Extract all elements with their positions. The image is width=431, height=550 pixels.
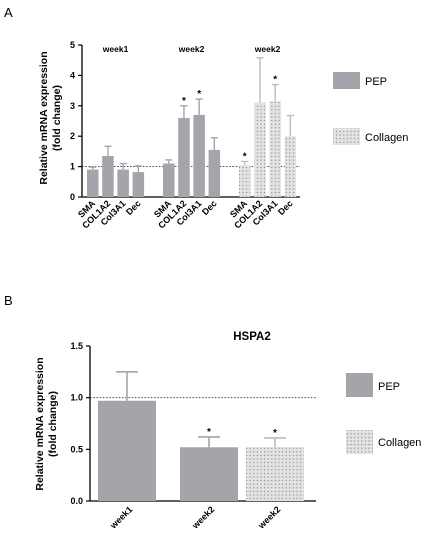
panel-a-bar (208, 149, 221, 197)
panel-b-ylabel-line1: Relative mRNA expression (34, 357, 46, 490)
panel-a-significance-star: * (182, 96, 186, 107)
panel-a-significance-star: * (197, 89, 201, 100)
panel-a-group-label: week2 (178, 44, 205, 54)
panel-a-y-tick-label: 2 (70, 131, 75, 141)
panel-b-title: HSPA2 (233, 331, 271, 343)
panel-a-bar (239, 165, 251, 197)
panel-b-significance-star: * (273, 428, 277, 439)
panel-a-category-label: Dec (124, 198, 143, 217)
panel-a-bar (178, 117, 190, 197)
panel-a-category-label: Dec (276, 198, 295, 217)
panel-b-marks: * * (98, 371, 304, 501)
panel-a-bar (87, 169, 99, 197)
panel-b-y-tick-label: 0.5 (70, 444, 83, 454)
panel-a-y-tick-label: 5 (70, 40, 75, 50)
panel-a-legend-swatch-collagen (333, 128, 360, 145)
panel-b-legend-swatch-pep (346, 373, 373, 397)
panel-a-bar (163, 163, 175, 197)
panel-a-bar (269, 101, 281, 197)
panel-a-bar (254, 102, 266, 197)
panel-b-legend-label-collagen: Collagen (378, 437, 421, 449)
panel-a-bar (132, 172, 145, 197)
panel-b-letter: B (4, 293, 13, 308)
panel-b-legend-label-pep: PEP (378, 381, 400, 393)
panel-b-bar (98, 400, 156, 501)
panel-b-bar (180, 447, 238, 501)
panel-a-legend-swatch-pep (333, 72, 360, 89)
panel-a-significance-star: * (273, 75, 277, 86)
panel-b-y-tick-label: 1.5 (70, 341, 83, 351)
panel-a-bar (102, 155, 114, 197)
panel-a-category-label: Dec (200, 198, 219, 217)
panel-a: A Relative mRNA expression (fold change)… (4, 5, 408, 231)
panel-a-y-tick-label: 0 (70, 192, 75, 202)
panel-a-y-tick-label: 3 (70, 101, 75, 111)
panel-a-legend-label-pep: PEP (365, 76, 387, 88)
panel-b: B HSPA2 Relative mRNA expression (fold c… (4, 293, 421, 531)
panel-b-y-tick-label: 1.0 (70, 393, 83, 403)
panel-b-category-label: week1 (108, 504, 135, 531)
panel-b-legend-swatch-collagen (346, 430, 373, 454)
panel-b-category-label: week2 (190, 504, 217, 531)
panel-b-category-label: week2 (256, 504, 283, 531)
panel-a-bar (193, 114, 205, 197)
panel-a-ylabel-line1: Relative mRNA expression (38, 51, 50, 184)
panel-a-legend: PEP Collagen (333, 72, 408, 145)
panel-a-significance-star: * (243, 151, 247, 162)
panel-a-y-tick-label: 1 (70, 162, 75, 172)
panel-a-letter: A (4, 5, 13, 20)
panel-a-group-label: week2 (254, 44, 281, 54)
panel-a-bar (284, 136, 297, 197)
panel-a-y-tick-label: 4 (70, 70, 75, 80)
panel-b-significance-star: * (207, 427, 211, 438)
panel-a-legend-label-collagen: Collagen (365, 132, 408, 144)
panel-b-legend: PEP Collagen (346, 373, 421, 454)
panel-b-ylabel-line2: (fold change) (47, 391, 59, 457)
panel-b-y-tick-label: 0.0 (70, 496, 83, 506)
panel-a-ylabel-line2: (fold change) (51, 85, 63, 151)
panel-b-bar (246, 447, 304, 501)
panel-a-group-label: week1 (102, 44, 129, 54)
panel-a-marks: * * * * (87, 57, 297, 197)
panel-a-bar (117, 169, 129, 197)
